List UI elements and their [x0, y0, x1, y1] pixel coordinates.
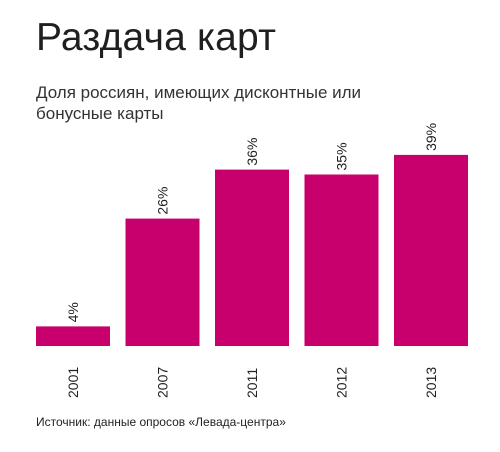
chart-subtitle: Доля россиян, имеющих дисконтные или бон… — [36, 83, 362, 123]
category-label-2007: 2007 — [155, 367, 171, 398]
bar-2012 — [304, 174, 379, 346]
source-note: Источник: данные опросов «Левада-центра» — [36, 415, 286, 429]
value-label-2012: 35% — [334, 142, 350, 170]
value-label-2001: 4% — [65, 302, 81, 322]
value-label-2013: 39% — [423, 123, 439, 151]
value-label-2011: 36% — [244, 138, 260, 166]
value-label-2007: 26% — [155, 187, 171, 215]
category-label-2011: 2011 — [244, 368, 260, 398]
bar-2001 — [36, 326, 110, 346]
bar-2013 — [394, 154, 468, 346]
category-label-2013: 2013 — [423, 367, 439, 398]
page-title: Раздача карт — [36, 16, 277, 59]
bar-2007 — [125, 218, 200, 346]
category-label-2012: 2012 — [334, 367, 350, 398]
category-label-2001: 2001 — [65, 367, 81, 398]
bar-2011 — [215, 169, 289, 346]
